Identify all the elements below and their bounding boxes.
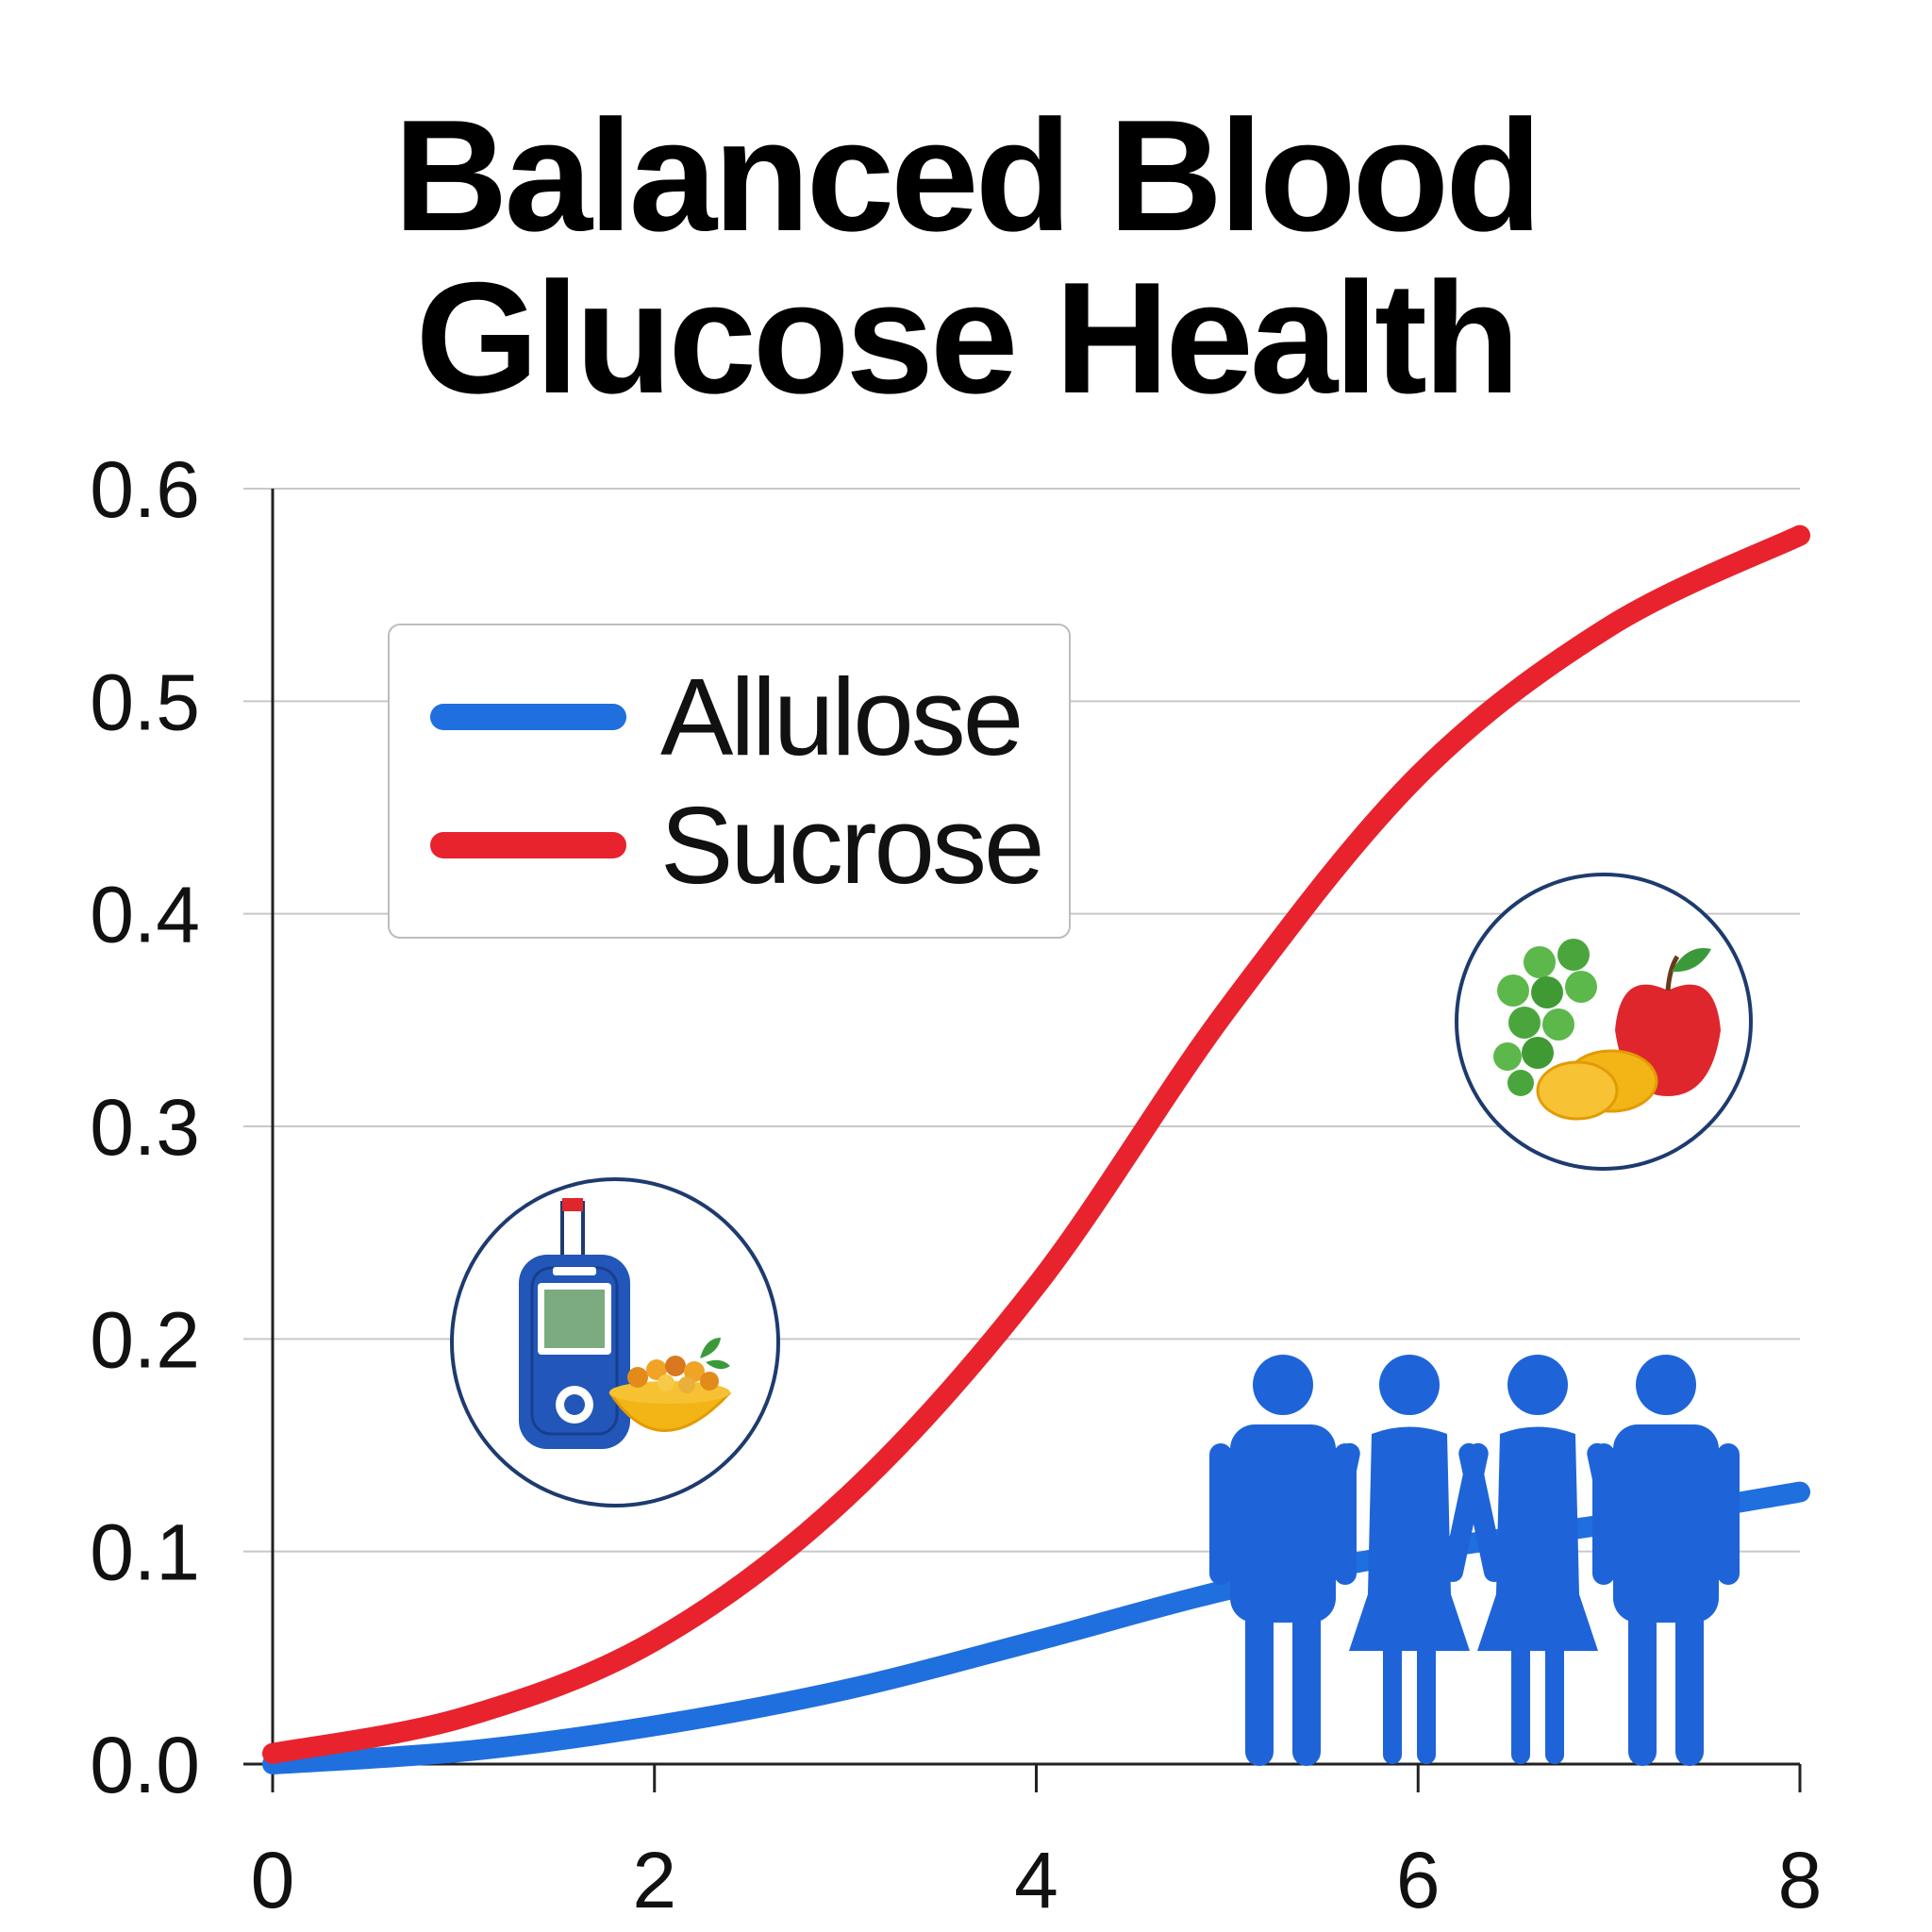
food-bowl-icon — [608, 1338, 732, 1432]
legend-label-allulose: Allulose — [660, 656, 1021, 778]
chart-title-line-1: Balanced Blood — [393, 87, 1542, 264]
y-tick-label: 0.3 — [90, 1083, 200, 1172]
chart-title-line-2: Glucose Health — [415, 249, 1520, 426]
people-group-icon — [1209, 1355, 1740, 1766]
legend-box — [388, 624, 1071, 939]
chart-title: Balanced Blood Glucose Health — [0, 94, 1932, 419]
x-tick-label: 6 — [1396, 1836, 1441, 1924]
fruit-icon-group — [1455, 873, 1753, 1171]
glucose-meter-icon-group — [450, 1177, 780, 1507]
tick-labels: 0.0 0.1 0.2 0.3 0.4 0.5 0.6 0 2 4 6 8 — [90, 445, 1822, 1924]
person-figure — [1314, 1355, 1505, 1764]
person-figure — [1592, 1355, 1740, 1766]
legend-label-sucrose: Sucrose — [660, 784, 1042, 907]
y-tick-label: 0.2 — [90, 1295, 200, 1384]
series-line-sucrose — [262, 525, 1810, 1764]
y-tick-label: 0.4 — [90, 871, 200, 959]
x-tick-label: 4 — [1014, 1836, 1058, 1924]
x-tick-label: 2 — [632, 1836, 676, 1924]
x-tick-label: 8 — [1778, 1836, 1823, 1924]
series-layer-sucrose — [262, 525, 1810, 1764]
glucose-meter-icon — [519, 1198, 630, 1449]
axes — [243, 489, 1802, 1792]
person-figure — [1442, 1355, 1633, 1764]
y-tick-label: 0.1 — [90, 1508, 200, 1597]
grapes-icon — [1493, 939, 1597, 1096]
x-tick-label: 0 — [251, 1836, 295, 1924]
y-tick-label: 0.0 — [90, 1721, 200, 1809]
y-tick-label: 0.6 — [90, 445, 200, 534]
mango-icon — [1536, 1049, 1658, 1121]
legend: Allulose Sucrose — [388, 624, 1071, 939]
y-tick-label: 0.5 — [90, 658, 200, 746]
